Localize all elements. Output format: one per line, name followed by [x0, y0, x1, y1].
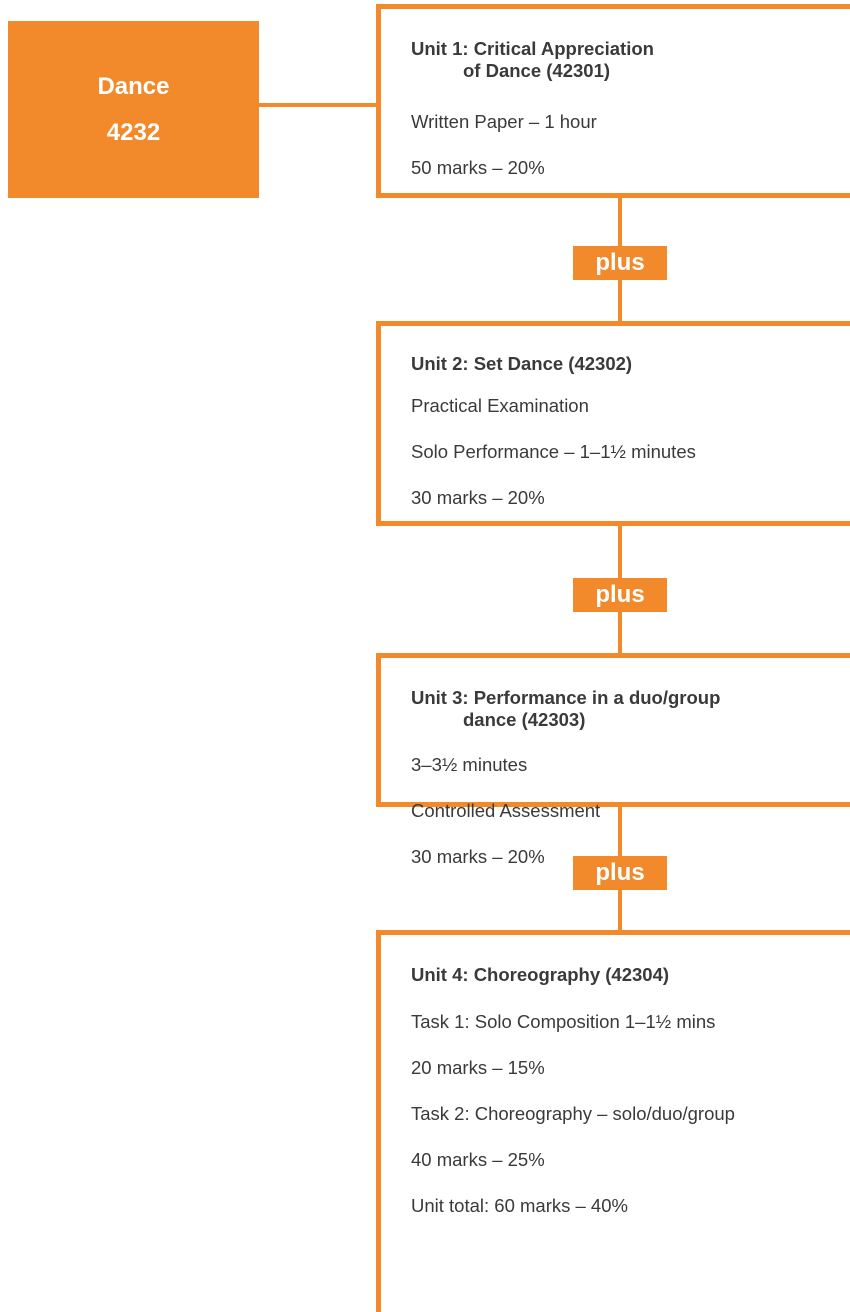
unit-detail-line: 30 marks – 20% — [411, 846, 545, 867]
unit-title-line2: of Dance (42301) — [463, 60, 611, 82]
connector-horizontal — [259, 103, 380, 107]
qualification-code: 4232 — [106, 118, 161, 146]
unit-detail-line: Unit total: 60 marks – 40% — [411, 1195, 628, 1216]
unit-title-line2: dance (42303) — [463, 709, 586, 731]
unit-title-line1: Unit 3: Performance in a duo/group — [411, 687, 721, 708]
unit-detail-line: Task 1: Solo Composition 1–1½ mins — [411, 1011, 716, 1032]
unit-title: Unit 4: Choreography (42304) — [411, 964, 669, 986]
unit-detail-line: Written Paper – 1 hour — [411, 111, 597, 132]
unit-box-3: Unit 3: Performance in a duo/group dance… — [376, 653, 850, 867]
unit-title-line1: Unit 1: Critical Appreciation — [411, 38, 654, 59]
unit-title: Unit 2: Set Dance (42302) — [411, 353, 632, 375]
unit-title: Unit 1: Critical Appreciation of Dance (… — [411, 38, 654, 82]
unit-box-1: Unit 1: Critical Appreciation of Dance (… — [376, 4, 850, 198]
unit-box-4: Unit 4: Choreography (42304) Task 1: Sol… — [376, 930, 850, 1312]
unit-detail-line: 50 marks – 20% — [411, 157, 545, 178]
unit-detail-line: Practical Examination — [411, 395, 589, 416]
unit-title-line1: Unit 2: Set Dance (42302) — [411, 353, 633, 374]
unit-detail-line: 30 marks – 20% — [411, 487, 545, 508]
unit-detail-line: Controlled Assessment — [411, 800, 601, 821]
unit-detail-line: 20 marks – 15% — [411, 1057, 545, 1078]
plus-label-3: plus — [573, 856, 667, 890]
plus-label-1: plus — [573, 246, 667, 280]
unit-detail-line: 3–3½ minutes — [411, 754, 528, 775]
unit-box-2: Unit 2: Set Dance (42302) Practical Exam… — [376, 321, 850, 526]
unit-title-line1: Unit 4: Choreography (42304) — [411, 964, 670, 985]
unit-detail-line: Solo Performance – 1–1½ minutes — [411, 441, 696, 462]
unit-detail-line: 40 marks – 25% — [411, 1149, 545, 1170]
unit-title: Unit 3: Performance in a duo/group dance… — [411, 687, 720, 731]
unit-detail-line: Task 2: Choreography – solo/duo/group — [411, 1103, 735, 1124]
qualification-box: Dance 4232 — [8, 21, 259, 198]
qualification-name: Dance — [97, 72, 170, 100]
plus-label-2: plus — [573, 578, 667, 612]
